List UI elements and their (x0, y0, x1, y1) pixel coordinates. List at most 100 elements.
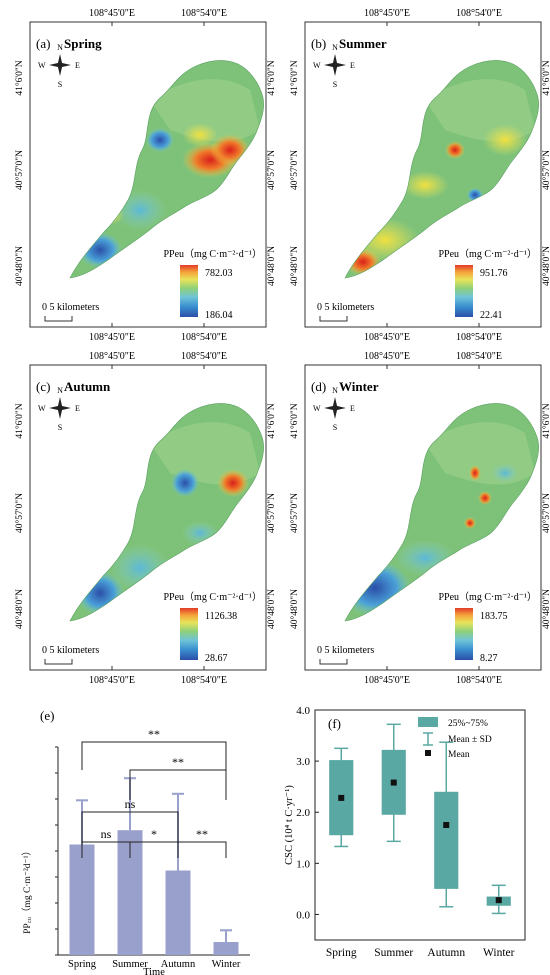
x-tick-label: Spring (68, 959, 97, 970)
y-tick-label: 2.0 (296, 807, 310, 819)
land-outline (69, 60, 264, 279)
significance-label: ** (172, 755, 184, 769)
compass-rose-icon: N S E W (313, 386, 355, 432)
map-value-patch (182, 123, 218, 147)
land-outline (69, 403, 264, 622)
tick-label-right: 40°57'0"N (266, 150, 277, 190)
tick-label-right: 41°6'0"N (266, 403, 277, 438)
map-land (70, 403, 264, 621)
tick-label-right: 40°48'0"N (266, 246, 277, 286)
legend-max: 782.03 (205, 268, 233, 279)
tick-label-bottom: 108°54'0"E (181, 675, 227, 686)
scale-bar-label: 0 5 kilometers (42, 302, 99, 313)
tick-label-top: 108°45'0"E (364, 8, 410, 19)
significance-bracket (177, 841, 227, 858)
significance-bracket (81, 811, 179, 842)
tick-label-top: 108°45'0"E (89, 351, 135, 362)
tick-label-right: 40°57'0"N (541, 150, 550, 190)
significance-bracket (81, 741, 227, 770)
significance-label: ** (196, 827, 208, 841)
scale-bar-label: 0 5 kilometers (317, 645, 374, 656)
compass-s: S (58, 423, 62, 432)
compass-e: E (350, 404, 355, 413)
tick-label-bottom: 108°45'0"E (89, 332, 135, 343)
legend-title: PPeu（mg C·m⁻²·d⁻¹） (163, 248, 262, 260)
compass-n: N (57, 43, 63, 52)
panel-label: (b) (311, 36, 326, 51)
map-land (70, 60, 264, 278)
tick-label-top: 108°45'0"E (364, 351, 410, 362)
compass-w: W (38, 404, 46, 413)
tick-label-bottom: 108°45'0"E (364, 332, 410, 343)
x-tick-label: Winter (483, 947, 515, 959)
tick-label-left: 41°6'0"N (289, 403, 300, 438)
tick-label-right: 40°57'0"N (266, 493, 277, 533)
mean-marker (338, 794, 345, 801)
scale-bar (319, 659, 348, 665)
y-tick-label: 3.0 (296, 756, 310, 768)
tick-label-bottom: 108°54'0"E (456, 332, 502, 343)
compass-n: N (57, 386, 63, 395)
tick-label-right: 41°6'0"N (541, 60, 550, 95)
map-value-patch (171, 469, 199, 497)
map-value-patch (401, 171, 449, 199)
x-tick-label: Summer (112, 959, 148, 970)
tick-label-right: 40°48'0"N (266, 589, 277, 629)
legend-title: PPeu（mg C·m⁻²·d⁻¹） (163, 591, 262, 603)
box-chart-f: 0.0 1.0 2.0 3.0 4.0 Spring Summer Autumn Winter C… (284, 705, 526, 959)
panel-label: (d) (311, 379, 326, 394)
tick-label-right: 41°6'0"N (266, 60, 277, 95)
scale-bar (44, 659, 73, 665)
color-ramp (180, 265, 198, 317)
land-outline (344, 403, 539, 622)
significance-label: ns (101, 827, 112, 841)
season-title: Spring (64, 36, 102, 51)
tick-label-right: 41°6'0"N (541, 403, 550, 438)
x-tick-label: Autumn (427, 947, 465, 959)
compass-s: S (58, 80, 62, 89)
tick-label-left: 40°57'0"N (289, 150, 300, 190)
tick-label-left: 40°57'0"N (289, 493, 300, 533)
tick-label-left: 40°57'0"N (14, 150, 25, 190)
y-axis-label: PP꜀ᵤ（mg C·m⁻²d⁻¹） (21, 846, 33, 934)
x-tick-label: Winter (212, 959, 241, 970)
legend-entry: 25%~75% (448, 719, 488, 729)
legend-min: 28.67 (205, 653, 228, 664)
compass-rose-icon: N S E W (313, 43, 355, 89)
x-tick-label: Summer (374, 947, 413, 959)
bar (213, 942, 239, 955)
x-tick-label: Spring (326, 947, 357, 959)
tick-label-right: 40°48'0"N (541, 246, 550, 286)
tick-label-left: 41°6'0"N (14, 60, 25, 95)
iqr-box (434, 791, 459, 889)
tick-label-right: 40°48'0"N (541, 589, 550, 629)
legend-max: 183.75 (480, 611, 508, 622)
y-axis-label: CSC (10⁴ t C·yr⁻¹) (284, 785, 295, 865)
panel-label: (c) (36, 379, 50, 394)
compass-n: N (332, 43, 338, 52)
compass-n: N (332, 386, 338, 395)
map-value-patch (469, 465, 481, 481)
tick-label-left: 41°6'0"N (289, 60, 300, 95)
significance-label: ns (125, 797, 136, 811)
compass-rose-icon: N S E W (38, 386, 80, 432)
significance-label: ** (148, 727, 160, 741)
x-tick-label: Autumn (161, 959, 196, 970)
bar (69, 844, 95, 955)
legend-max: 1126.38 (205, 611, 237, 622)
color-ramp (180, 608, 198, 660)
map-value-patch (464, 517, 476, 529)
color-ramp (455, 608, 473, 660)
scale-bar (319, 316, 348, 322)
tick-label-left: 40°48'0"N (289, 246, 300, 286)
color-ramp (455, 265, 473, 317)
tick-label-left: 40°48'0"N (289, 589, 300, 629)
land-outline (344, 60, 539, 279)
tick-label-left: 41°6'0"N (14, 403, 25, 438)
legend-min: 8.27 (480, 653, 498, 664)
legend-entry: Mean (448, 750, 470, 760)
